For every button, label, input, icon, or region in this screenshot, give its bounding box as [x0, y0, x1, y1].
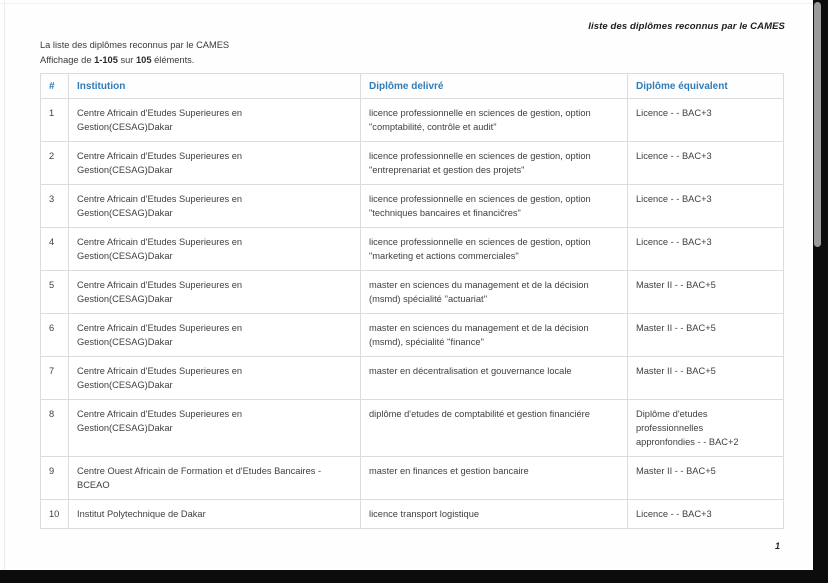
page-number: 1: [775, 541, 781, 551]
row-number: 8: [40, 399, 69, 457]
column-header-institution[interactable]: Institution: [68, 73, 361, 99]
row-number: 6: [40, 313, 69, 357]
cell-institution: Institut Polytechnique de Dakar: [68, 499, 361, 529]
document-header-title: liste des diplômes reconnus par le CAMES: [588, 21, 785, 32]
pagination-range: 1-105: [94, 55, 118, 65]
cell-diplome-equivalent: Master II - - BAC+5: [627, 270, 784, 314]
pagination-info: Affichage de 1-105 sur 105 éléments.: [40, 55, 194, 65]
table-row: 4 Centre Africain d'Etudes Superieures e…: [40, 227, 784, 271]
cell-diplome-delivre: licence professionnelle en sciences de g…: [360, 98, 628, 142]
table-row: 2 Centre Africain d'Etudes Superieures e…: [40, 141, 784, 185]
cell-diplome-delivre: licence professionnelle en sciences de g…: [360, 141, 628, 185]
table-row: 10 Institut Polytechnique de Dakar licen…: [40, 499, 784, 529]
row-number: 3: [40, 184, 69, 228]
pagination-suffix: éléments.: [151, 55, 195, 65]
row-number: 7: [40, 356, 69, 400]
column-header-diplome-delivre[interactable]: Diplôme delivré: [360, 73, 628, 99]
diplomas-table: # Institution Diplôme delivré Diplôme éq…: [40, 73, 784, 529]
pagination-sur: sur: [117, 55, 136, 65]
cell-institution: Centre Africain d'Etudes Superieures en …: [68, 399, 361, 457]
cell-diplome-equivalent: Licence - - BAC+3: [627, 141, 784, 185]
scrollbar-thumb[interactable]: [814, 2, 821, 247]
cell-diplome-equivalent: Licence - - BAC+3: [627, 184, 784, 228]
cell-diplome-delivre: licence transport logistique: [360, 499, 628, 529]
cell-diplome-equivalent: Licence - - BAC+3: [627, 98, 784, 142]
row-number: 4: [40, 227, 69, 271]
pagination-total: 105: [135, 55, 152, 65]
cell-diplome-delivre: diplôme d'etudes de comptabilité et gest…: [360, 399, 628, 457]
cell-diplome-delivre: master en sciences du management et de l…: [360, 270, 628, 314]
cell-diplome-equivalent: Master II - - BAC+5: [627, 356, 784, 400]
page-left-edge: [4, 0, 5, 570]
cell-institution: Centre Africain d'Etudes Superieures en …: [68, 98, 361, 142]
cell-institution: Centre Africain d'Etudes Superieures en …: [68, 270, 361, 314]
table-row: 6 Centre Africain d'Etudes Superieures e…: [40, 313, 784, 357]
cell-institution: Centre Africain d'Etudes Superieures en …: [68, 227, 361, 271]
pagination-prefix: Affichage de: [40, 55, 95, 65]
cell-diplome-delivre: licence professionnelle en sciences de g…: [360, 184, 628, 228]
document-page: liste des diplômes reconnus par le CAMES…: [0, 0, 813, 570]
cell-diplome-delivre: master en sciences du management et de l…: [360, 313, 628, 357]
table-row: 3 Centre Africain d'Etudes Superieures e…: [40, 184, 784, 228]
table-header-row: # Institution Diplôme delivré Diplôme éq…: [40, 73, 784, 99]
cell-diplome-delivre: master en finances et gestion bancaire: [360, 456, 628, 500]
cell-diplome-equivalent: Master II - - BAC+5: [627, 456, 784, 500]
cell-institution: Centre Africain d'Etudes Superieures en …: [68, 141, 361, 185]
cell-institution: Centre Africain d'Etudes Superieures en …: [68, 313, 361, 357]
cell-diplome-equivalent: Master II - - BAC+5: [627, 313, 784, 357]
row-number: 10: [40, 499, 69, 529]
table-row: 7 Centre Africain d'Etudes Superieures e…: [40, 356, 784, 400]
cell-diplome-equivalent: Diplôme d'etudes professionnelles appron…: [627, 399, 784, 457]
cell-diplome-delivre: master en décentralisation et gouvernanc…: [360, 356, 628, 400]
cell-institution: Centre Africain d'Etudes Superieures en …: [68, 356, 361, 400]
row-number: 9: [40, 456, 69, 500]
row-number: 5: [40, 270, 69, 314]
list-caption: La liste des diplômes reconnus par le CA…: [40, 40, 230, 50]
cell-diplome-equivalent: Licence - - BAC+3: [627, 227, 784, 271]
cell-diplome-equivalent: Licence - - BAC+3: [627, 499, 784, 529]
table-row: 8 Centre Africain d'Etudes Superieures e…: [40, 399, 784, 457]
cell-diplome-delivre: licence professionnelle en sciences de g…: [360, 227, 628, 271]
table-row: 9 Centre Ouest Africain de Formation et …: [40, 456, 784, 500]
row-number: 1: [40, 98, 69, 142]
cell-institution: Centre Ouest Africain de Formation et d'…: [68, 456, 361, 500]
column-header-diplome-equivalent[interactable]: Diplôme équivalent: [627, 73, 784, 99]
page-top-edge: [0, 3, 813, 4]
row-number: 2: [40, 141, 69, 185]
table-row: 1 Centre Africain d'Etudes Superieures e…: [40, 98, 784, 142]
cell-institution: Centre Africain d'Etudes Superieures en …: [68, 184, 361, 228]
table-row: 5 Centre Africain d'Etudes Superieures e…: [40, 270, 784, 314]
column-header-num[interactable]: #: [40, 73, 69, 99]
